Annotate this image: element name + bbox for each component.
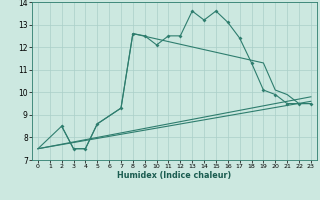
X-axis label: Humidex (Indice chaleur): Humidex (Indice chaleur) bbox=[117, 171, 232, 180]
